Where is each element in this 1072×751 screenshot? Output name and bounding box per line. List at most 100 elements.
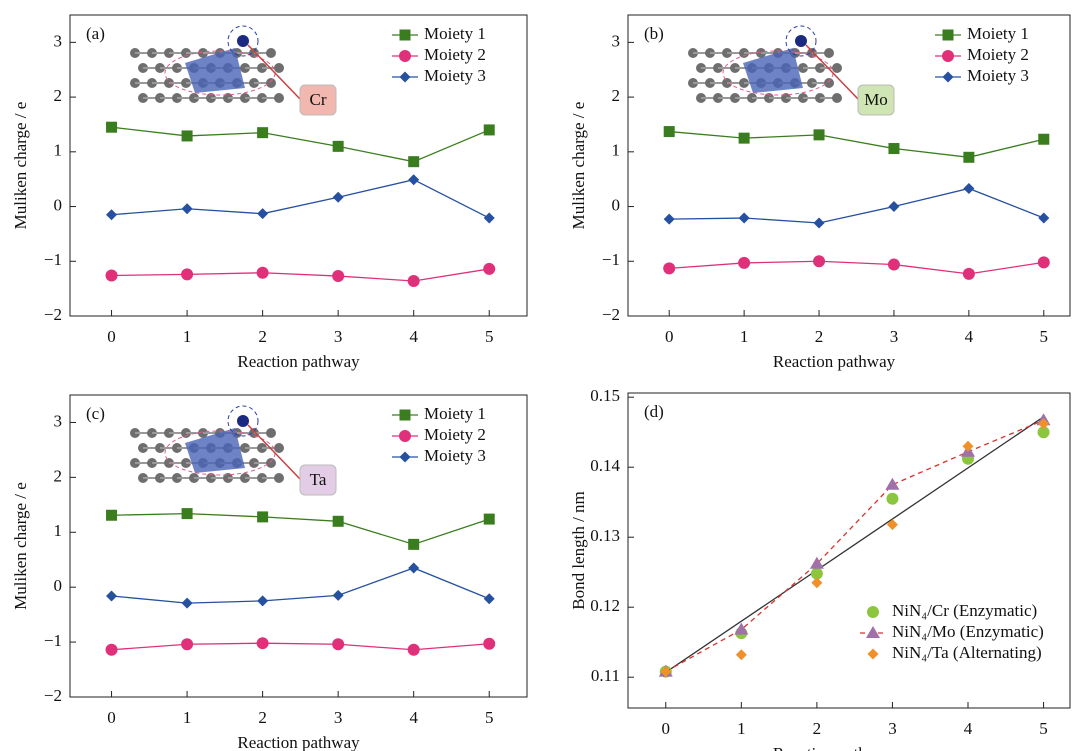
legend-marker [400, 72, 411, 83]
marker [811, 577, 822, 588]
y-tick-label: 3 [54, 31, 63, 50]
marker [1038, 134, 1049, 145]
marker [738, 257, 750, 269]
marker [182, 508, 193, 519]
marker [182, 598, 193, 609]
marker [106, 510, 117, 521]
legend-label: Moiety 3 [967, 66, 1029, 85]
atom [832, 93, 842, 103]
x-tick-label: 0 [662, 719, 671, 738]
figure: −2−10123012345Reaction pathwayMuliken ch… [0, 0, 1072, 751]
atom [266, 48, 276, 58]
x-tick-label: 1 [183, 708, 192, 727]
x-tick-label: 1 [737, 719, 746, 738]
atom [274, 473, 284, 483]
legend-label: Moiety 3 [424, 446, 486, 465]
marker [257, 595, 268, 606]
legend-label: Moiety 2 [424, 425, 486, 444]
marker [333, 192, 344, 203]
series-line [669, 261, 1044, 274]
y-tick-label: 0 [54, 576, 63, 595]
marker [408, 174, 419, 185]
x-tick-label: 5 [1040, 327, 1049, 346]
y-tick-label: 2 [612, 86, 621, 105]
series-line [112, 180, 490, 218]
y-axis-label: Muliken charge / e [11, 482, 30, 610]
marker [333, 141, 344, 152]
y-tick-label: 2 [54, 86, 63, 105]
x-tick-label: 3 [334, 327, 343, 346]
adsorbate [795, 35, 807, 47]
marker [408, 562, 419, 573]
x-tick-label: 3 [334, 708, 343, 727]
legend-label: Moiety 2 [967, 45, 1029, 64]
series-line [112, 568, 490, 603]
marker [885, 478, 899, 490]
marker [181, 268, 193, 280]
series-line [112, 643, 490, 650]
x-tick-label: 0 [665, 327, 674, 346]
atom [832, 63, 842, 73]
marker [663, 262, 675, 274]
legend-label: Moiety 2 [424, 45, 486, 64]
legend-label: Moiety 1 [967, 24, 1029, 43]
adsorbate [237, 415, 249, 427]
x-tick-label: 2 [815, 327, 824, 346]
legend-marker [400, 410, 411, 421]
series-line [669, 188, 1044, 222]
element-label: Cr [310, 90, 327, 109]
legend-label: NiN₄/Cr (Enzymatic) [892, 601, 1037, 620]
marker [332, 638, 344, 650]
marker [106, 122, 117, 133]
marker [106, 209, 117, 220]
marker [484, 514, 495, 525]
y-tick-label: −2 [44, 305, 62, 324]
y-axis-label: Muliken charge / e [11, 102, 30, 230]
legend-label: Moiety 1 [424, 404, 486, 423]
marker [257, 267, 269, 279]
legend-marker [866, 626, 880, 638]
atom [824, 78, 834, 88]
marker [484, 593, 495, 604]
atom [274, 443, 284, 453]
y-tick-label: 0 [612, 195, 621, 214]
series-line [112, 514, 490, 545]
molecule-illustration [130, 406, 284, 483]
atom [266, 428, 276, 438]
y-tick-label: 1 [54, 141, 63, 160]
legend-marker [943, 72, 954, 83]
x-tick-label: 1 [740, 327, 749, 346]
x-tick-label: 2 [258, 327, 267, 346]
legend-label: NiN₄/Mo (Enzymatic) [892, 622, 1044, 641]
x-tick-label: 5 [485, 327, 494, 346]
x-tick-label: 0 [107, 708, 116, 727]
marker [483, 638, 495, 650]
legend-marker [400, 30, 411, 41]
marker [408, 644, 420, 656]
y-tick-label: 3 [54, 411, 63, 430]
x-tick-label: 2 [258, 708, 267, 727]
marker [664, 214, 675, 225]
atom [266, 78, 276, 88]
marker [484, 124, 495, 135]
marker [886, 493, 898, 505]
marker [408, 156, 419, 167]
marker [257, 127, 268, 138]
series-line [112, 269, 490, 281]
x-tick-label: 4 [964, 719, 973, 738]
x-tick-label: 4 [965, 327, 974, 346]
marker [1038, 256, 1050, 268]
panel-label: (c) [86, 404, 105, 423]
x-axis-label: Reaction pathway [237, 733, 360, 751]
molecule-illustration [688, 26, 842, 103]
x-tick-label: 4 [409, 708, 418, 727]
x-tick-label: 4 [409, 327, 418, 346]
x-axis-label: Reaction pathway [773, 744, 896, 751]
y-tick-label: 0 [54, 195, 63, 214]
x-tick-label: 1 [183, 327, 192, 346]
y-tick-label: 0.13 [590, 526, 620, 545]
molecule-illustration [130, 26, 284, 103]
marker [483, 263, 495, 275]
adsorbate [237, 35, 249, 47]
x-axis-label: Reaction pathway [773, 352, 896, 371]
